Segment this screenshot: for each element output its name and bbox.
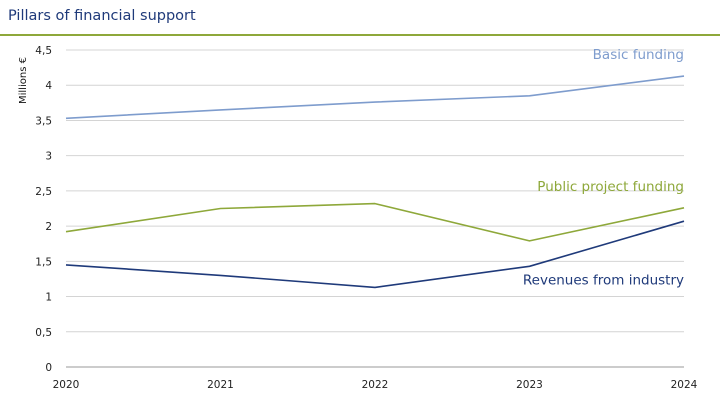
y-tick-label: 1 [45, 292, 52, 304]
series-label: Basic funding [593, 47, 684, 63]
series-labels: Basic funding Public project funding Reven… [523, 47, 684, 288]
gridlines [66, 49, 684, 368]
y-tick-label: 2,5 [35, 186, 52, 198]
chart-title: Pillars of financial support [8, 8, 196, 24]
y-tick-label: 3 [45, 151, 52, 163]
x-tick-label: 2021 [207, 379, 234, 391]
series-line [65, 202, 685, 242]
y-axis-label: Millions € [18, 57, 29, 104]
series-line [65, 220, 685, 289]
x-tick-label: 2022 [362, 379, 389, 391]
y-tick-labels: 0 0,5 1 1,5 2 2,5 3 3,5 4 4,5 [35, 45, 52, 374]
title-divider [0, 34, 720, 36]
series-lines [65, 75, 685, 289]
series-line [65, 75, 685, 120]
y-tick-label: 4,5 [35, 45, 52, 57]
x-tick-label: 2020 [53, 379, 80, 391]
y-tick-label: 1,5 [35, 256, 52, 268]
y-tick-label: 4 [45, 80, 52, 92]
x-tick-labels: 2020 2021 2022 2023 2024 [53, 379, 698, 391]
y-tick-label: 2 [45, 221, 52, 233]
y-tick-label: 0 [45, 362, 52, 374]
x-tick-label: 2023 [516, 379, 543, 391]
y-tick-label: 3,5 [35, 115, 52, 127]
series-label: Revenues from industry [523, 273, 684, 289]
y-tick-label: 0,5 [35, 327, 52, 339]
x-tick-label: 2024 [671, 379, 698, 391]
series-label: Public project funding [537, 179, 684, 195]
